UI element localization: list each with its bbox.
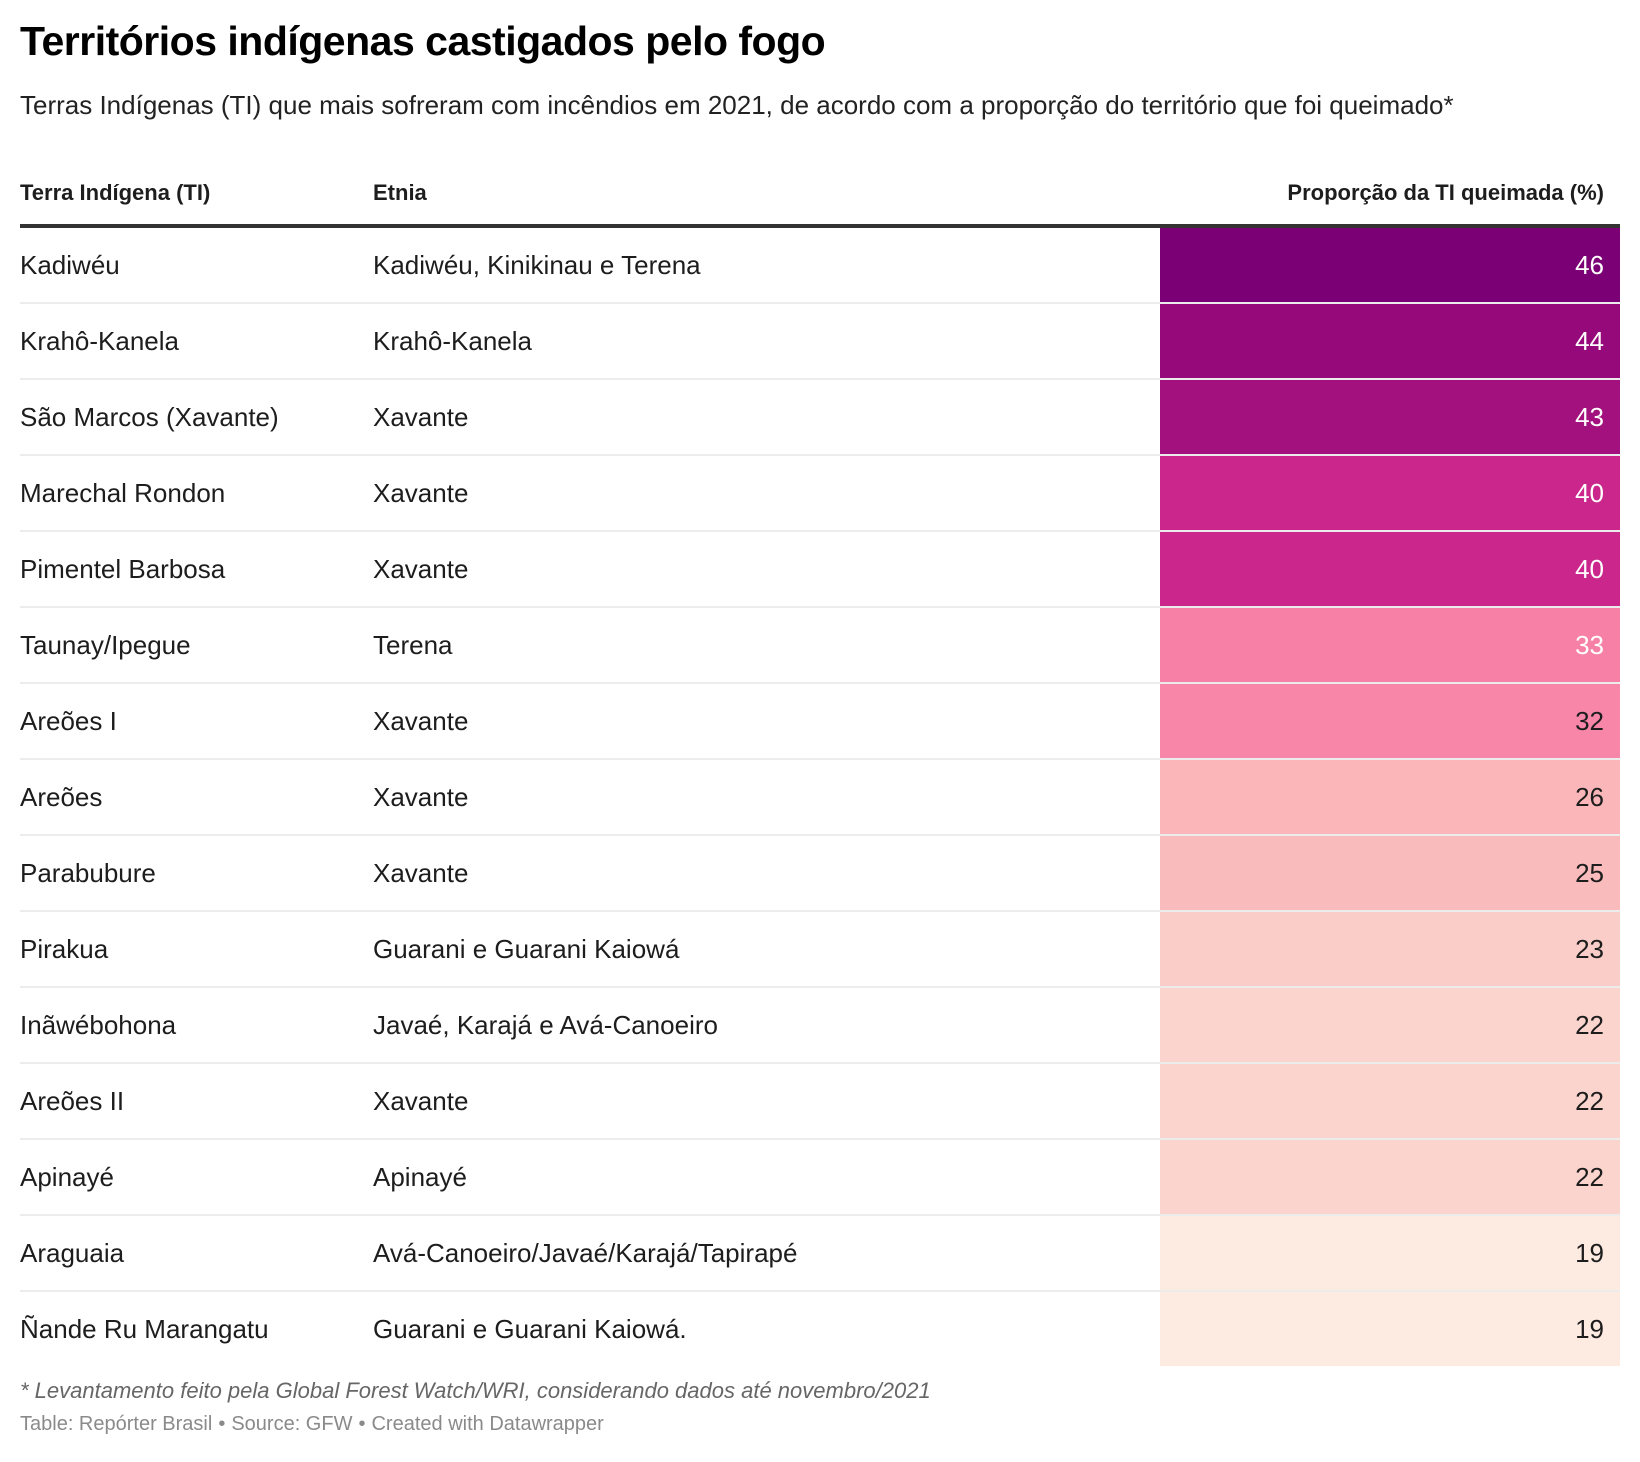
cell-etnia: Guarani e Guarani Kaiowá (373, 934, 680, 964)
cell-etnia: Xavante (373, 706, 469, 736)
table-row: Araguaia Avá-Canoeiro/Javaé/Karajá/Tapira… (20, 1216, 1620, 1292)
cell-etnia: Javaé, Karajá e Avá-Canoeiro (373, 1010, 718, 1040)
table-row: Krahô-Kanela Krahô-Kanela 44 (20, 304, 1620, 380)
cell-terra-indigena: Krahô-Kanela (20, 326, 179, 356)
table-row: Areões I Xavante 32 (20, 684, 1620, 760)
table-credit: Table: Repórter Brasil (20, 1413, 213, 1435)
cell-proporcao-heatmap: 44 (1160, 304, 1620, 378)
cell-terra-indigena: Araguaia (20, 1238, 125, 1268)
cell-etnia: Apinayé (373, 1162, 467, 1192)
source-credit: Source: GFW (231, 1413, 353, 1435)
chart-title: Territórios indígenas castigados pelo fo… (20, 18, 826, 64)
footnote: * Levantamento feito pela Global Forest … (20, 1378, 931, 1403)
cell-etnia: Xavante (373, 478, 469, 508)
cell-terra-indigena: Taunay/Ipegue (20, 630, 191, 660)
table-row: Areões II Xavante 22 (20, 1064, 1620, 1140)
cell-terra-indigena: Pimentel Barbosa (20, 554, 226, 584)
table-row: Taunay/Ipegue Terena 33 (20, 608, 1620, 684)
table-row: Inãwébohona Javaé, Karajá e Avá-Canoeiro 2… (20, 988, 1620, 1064)
cell-terra-indigena: Areões (20, 782, 103, 812)
cell-proporcao-heatmap: 22 (1160, 1064, 1620, 1138)
cell-terra-indigena: Kadiwéu (20, 250, 120, 280)
chart-subtitle: Terras Indígenas (TI) que mais sofreram … (20, 90, 1454, 120)
cell-terra-indigena: Areões II (20, 1086, 125, 1116)
cell-proporcao-heatmap: 22 (1160, 988, 1620, 1062)
cell-etnia: Xavante (373, 554, 469, 584)
table-row: Apinayé Apinayé 22 (20, 1140, 1620, 1216)
cell-proporcao-heatmap: 19 (1160, 1216, 1620, 1290)
cell-terra-indigena: Apinayé (20, 1162, 114, 1192)
cell-proporcao-heatmap: 40 (1160, 456, 1620, 530)
cell-proporcao-heatmap: 46 (1160, 228, 1620, 302)
table-row: São Marcos (Xavante) Xavante 43 (20, 380, 1620, 456)
table-body: Kadiwéu Kadiwéu, Kinikinau e Terena 46 Krah… (20, 228, 1620, 1366)
cell-proporcao-heatmap: 22 (1160, 1140, 1620, 1214)
cell-proporcao-heatmap: 32 (1160, 684, 1620, 758)
cell-terra-indigena: Marechal Rondon (20, 478, 226, 508)
column-header-terra-indigena[interactable]: Terra Indígena (TI) (20, 180, 211, 205)
column-header-etnia[interactable]: Etnia (373, 180, 427, 205)
datawrapper-link[interactable]: Created with Datawrapper (371, 1413, 604, 1435)
cell-etnia: Xavante (373, 1086, 469, 1116)
cell-etnia: Terena (373, 630, 453, 660)
cell-proporcao-heatmap: 23 (1160, 912, 1620, 986)
cell-proporcao-heatmap: 43 (1160, 380, 1620, 454)
table-row: Kadiwéu Kadiwéu, Kinikinau e Terena 46 (20, 228, 1620, 304)
column-header-proporcao[interactable]: Proporção da TI queimada (%) (1287, 180, 1604, 205)
cell-terra-indigena: Areões I (20, 706, 117, 736)
table-row: Ñande Ru Marangatu Guarani e Guarani Kaio… (20, 1292, 1620, 1366)
cell-etnia: Avá-Canoeiro/Javaé/Karajá/Tapirapé (373, 1238, 798, 1268)
cell-proporcao-heatmap: 40 (1160, 532, 1620, 606)
separator: • (358, 1413, 366, 1435)
cell-terra-indigena: Inãwébohona (20, 1010, 177, 1040)
table-row: Pirakua Guarani e Guarani Kaiowá 23 (20, 912, 1620, 988)
cell-proporcao-heatmap: 25 (1160, 836, 1620, 910)
table-row: Areões Xavante 26 (20, 760, 1620, 836)
cell-terra-indigena: São Marcos (Xavante) (20, 402, 279, 432)
data-table: Terra Indígena (TI) Etnia Proporção da T… (20, 168, 1620, 1366)
cell-etnia: Xavante (373, 858, 469, 888)
credits: Table: Repórter Brasil • Source: GFW • Creat… (20, 1413, 604, 1436)
cell-proporcao-heatmap: 26 (1160, 760, 1620, 834)
cell-etnia: Guarani e Guarani Kaiowá. (373, 1314, 687, 1344)
cell-terra-indigena: Pirakua (20, 934, 109, 964)
table-row: Parabubure Xavante 25 (20, 836, 1620, 912)
cell-etnia: Kadiwéu, Kinikinau e Terena (373, 250, 701, 280)
table-header: Terra Indígena (TI) Etnia Proporção da T… (20, 168, 1620, 228)
cell-etnia: Krahô-Kanela (373, 326, 532, 356)
cell-terra-indigena: Ñande Ru Marangatu (20, 1314, 269, 1344)
table-row: Pimentel Barbosa Xavante 40 (20, 532, 1620, 608)
cell-proporcao-heatmap: 33 (1160, 608, 1620, 682)
cell-etnia: Xavante (373, 402, 469, 432)
cell-terra-indigena: Parabubure (20, 858, 156, 888)
cell-etnia: Xavante (373, 782, 469, 812)
separator: • (218, 1413, 226, 1435)
cell-proporcao-heatmap: 19 (1160, 1292, 1620, 1366)
table-row: Marechal Rondon Xavante 40 (20, 456, 1620, 532)
